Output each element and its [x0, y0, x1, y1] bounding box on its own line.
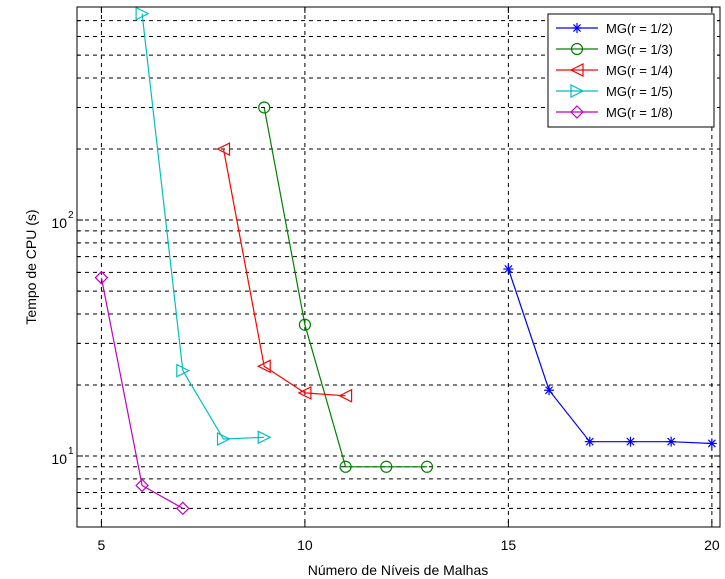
- legend: MG(r = 1/2) MG(r = 1/3) MG(r = 1/4) MG(r = …: [548, 14, 714, 127]
- y-tick-exponent: 1: [68, 446, 74, 457]
- legend-label: MG(r = 1/2): [606, 21, 673, 36]
- y-tick-label: 10 1: [51, 446, 74, 467]
- x-tick-label: 5: [98, 537, 106, 553]
- legend-label: MG(r = 1/5): [606, 84, 673, 99]
- legend-label: MG(r = 1/3): [606, 42, 673, 57]
- legend-label: MG(r = 1/4): [606, 63, 673, 78]
- data-point: [666, 437, 676, 447]
- data-point: [707, 438, 717, 448]
- x-tick-label: 10: [297, 537, 313, 553]
- data-point: [544, 385, 554, 395]
- y-tick-exponent: 2: [68, 210, 74, 221]
- y-tick-label: 10 2: [51, 210, 74, 231]
- x-tick-label: 15: [501, 537, 517, 553]
- x-axis-label: Número de Níveis de Malhas: [308, 562, 489, 578]
- data-point: [585, 437, 595, 447]
- data-point: [503, 264, 513, 274]
- data-point: [625, 437, 635, 447]
- x-tick-label: 20: [704, 537, 720, 553]
- y-tick-base: 10: [51, 451, 67, 467]
- y-axis-label: Tempo de CPU (s): [23, 209, 39, 324]
- legend-marker: [572, 23, 582, 33]
- y-tick-base: 10: [51, 215, 67, 231]
- legend-label: MG(r = 1/8): [606, 105, 673, 120]
